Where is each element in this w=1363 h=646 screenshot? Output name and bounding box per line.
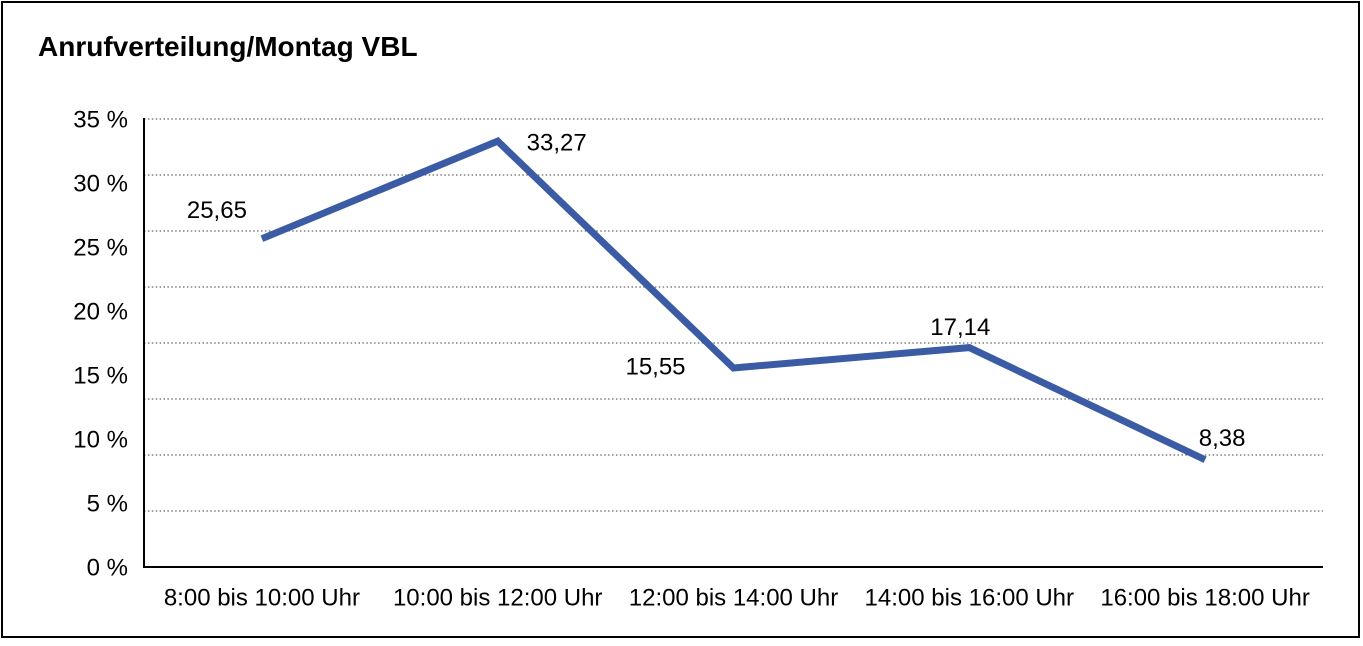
chart-title: Anrufverteilung/Montag VBL [38,31,418,62]
point-label: 17,14 [930,314,990,341]
point-label: 33,27 [527,130,587,157]
y-axis-label: 0 % [87,554,128,581]
point-label: 15,55 [625,353,685,380]
y-axis-label: 25 % [73,234,128,261]
x-axis-label: 10:00 bis 12:00 Uhr [393,584,602,611]
y-axis-label: 15 % [73,362,128,389]
y-axis-label: 5 % [87,490,128,517]
y-axis-label: 10 % [73,426,128,453]
y-axis-label: 20 % [73,298,128,325]
y-axis-label: 35 % [73,106,128,133]
point-label: 25,65 [187,197,247,224]
x-axis-label: 14:00 bis 16:00 Uhr [865,584,1074,611]
y-axis-label: 30 % [73,170,128,197]
x-axis-label: 12:00 bis 14:00 Uhr [629,584,838,611]
series-line [260,137,1207,463]
point-label: 8,38 [1199,425,1246,452]
x-axis-label: 8:00 bis 10:00 Uhr [164,584,360,611]
x-axis-label: 16:00 bis 18:00 Uhr [1100,584,1309,611]
